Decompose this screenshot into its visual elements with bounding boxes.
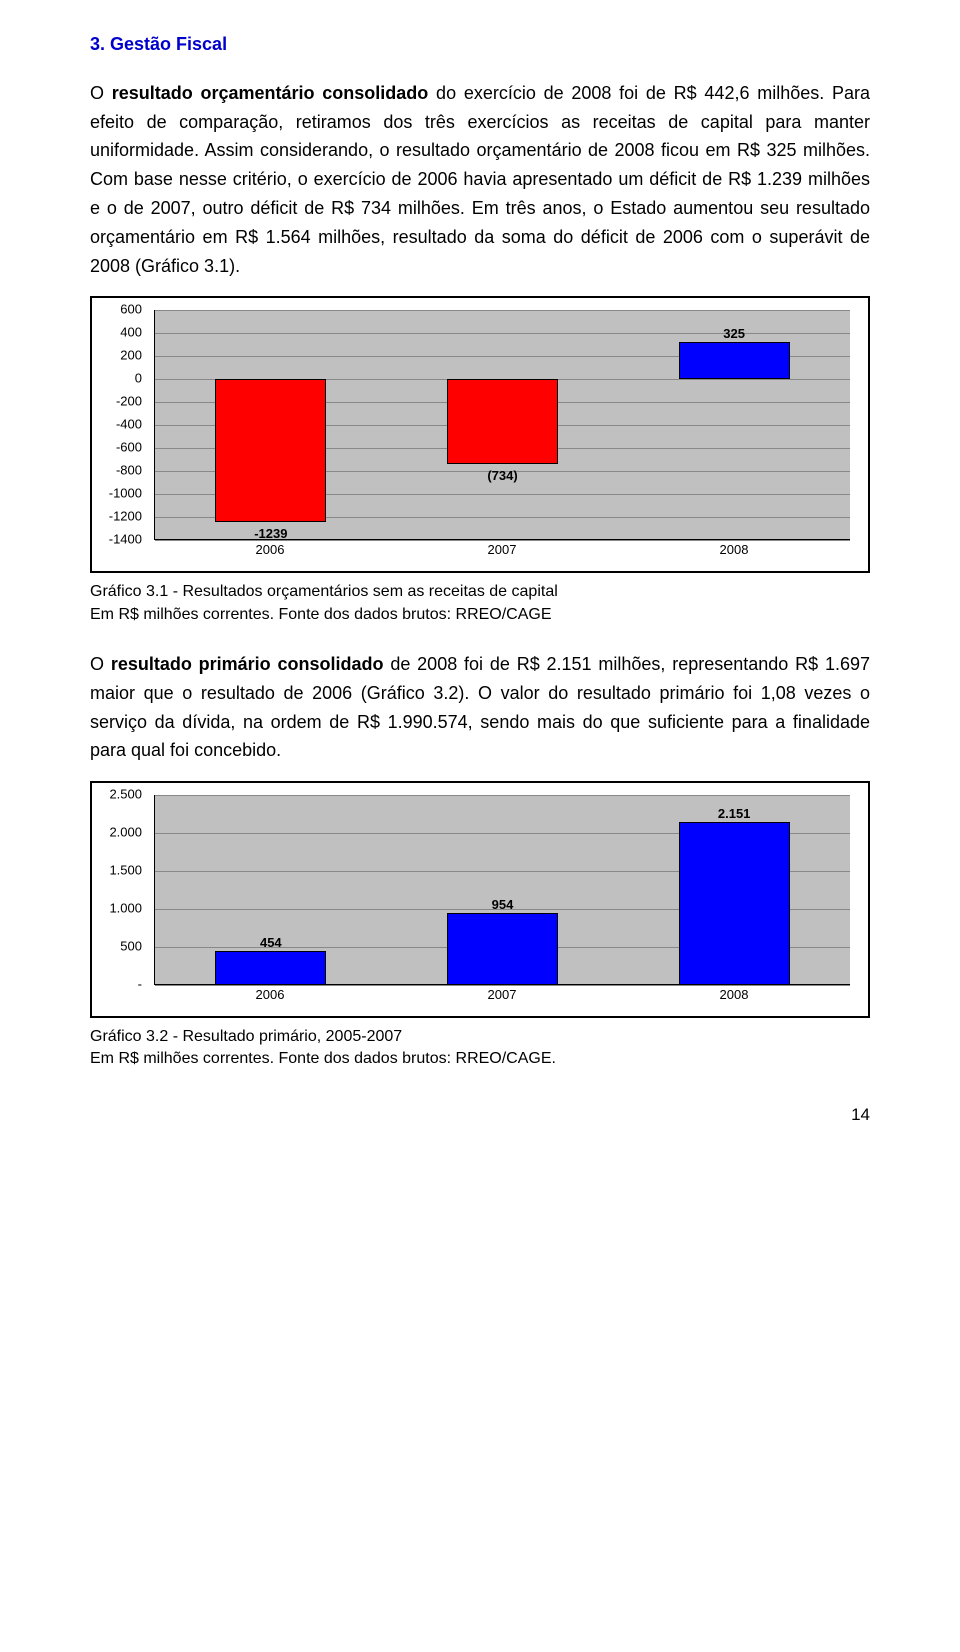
y-tick-label: -800 xyxy=(116,461,148,482)
y-tick-label: 1.000 xyxy=(109,899,148,920)
data-label: 954 xyxy=(492,895,514,916)
y-tick-label: 200 xyxy=(120,346,148,367)
y-tick-label: -600 xyxy=(116,438,148,459)
x-tick-label: 2008 xyxy=(618,985,850,1006)
data-label: 325 xyxy=(723,324,745,345)
data-label: (734) xyxy=(487,466,517,487)
chart-2-frame: 2.500 2.000 1.500 1.000 500 - 454 954 2.151 200… xyxy=(90,781,870,1018)
bar xyxy=(447,913,558,986)
caption2-line2: Em R$ milhões correntes. Fonte dos dados… xyxy=(90,1050,556,1067)
p1-a: O xyxy=(90,83,112,103)
x-tick-label: 2007 xyxy=(386,540,618,561)
paragraph-1: O resultado orçamentário consolidado do … xyxy=(90,79,870,281)
p2-a: O xyxy=(90,654,111,674)
bar xyxy=(679,342,790,379)
data-label: 454 xyxy=(260,933,282,954)
y-tick-label: -1000 xyxy=(109,484,148,505)
y-tick-label: 2.500 xyxy=(109,785,148,806)
y-tick-label: - xyxy=(138,975,148,996)
x-tick-label: 2008 xyxy=(618,540,850,561)
y-tick-label: 1.500 xyxy=(109,861,148,882)
y-tick-label: 0 xyxy=(135,369,148,390)
y-tick-label: 500 xyxy=(120,937,148,958)
p1-c: do exercício de 2008 foi de R$ 442,6 mil… xyxy=(90,83,870,276)
bar xyxy=(447,379,558,463)
chart-1-frame: 6004002000-200-400-600-800-1000-1200-140… xyxy=(90,296,870,573)
bar xyxy=(215,379,326,521)
bar xyxy=(679,822,790,985)
paragraph-2: O resultado primário consolidado de 2008… xyxy=(90,650,870,765)
chart-2-x-axis: 200620072008 xyxy=(154,985,850,1006)
chart-1-caption: Gráfico 3.1 - Resultados orçamentários s… xyxy=(90,581,870,626)
bar xyxy=(215,951,326,986)
data-label: -1239 xyxy=(254,524,287,545)
y-tick-label: -200 xyxy=(116,392,148,413)
x-tick-label: 2006 xyxy=(154,985,386,1006)
y-tick-label: -400 xyxy=(116,415,148,436)
chart-2-plot: 454 954 2.151 xyxy=(154,795,850,985)
caption1-line2: Em R$ milhões correntes. Fonte dos dados… xyxy=(90,606,552,623)
data-label: 2.151 xyxy=(718,804,751,825)
caption1-line1: Gráfico 3.1 - Resultados orçamentários s… xyxy=(90,583,558,600)
x-tick-label: 2007 xyxy=(386,985,618,1006)
y-tick-label: 2.000 xyxy=(109,823,148,844)
y-tick-label: 600 xyxy=(120,300,148,321)
p1-bold: resultado orçamentário consolidado xyxy=(112,83,429,103)
y-tick-label: -1400 xyxy=(109,530,148,551)
p2-bold: resultado primário consolidado xyxy=(111,654,384,674)
section-heading: 3. Gestão Fiscal xyxy=(90,30,870,59)
y-tick-label: -1200 xyxy=(109,507,148,528)
chart-2-caption: Gráfico 3.2 - Resultado primário, 2005-2… xyxy=(90,1026,870,1071)
caption2-line1: Gráfico 3.2 - Resultado primário, 2005-2… xyxy=(90,1028,402,1045)
y-tick-label: 400 xyxy=(120,323,148,344)
page-number: 14 xyxy=(90,1101,870,1128)
chart-1-plot: -1239(734)325 xyxy=(154,310,850,540)
